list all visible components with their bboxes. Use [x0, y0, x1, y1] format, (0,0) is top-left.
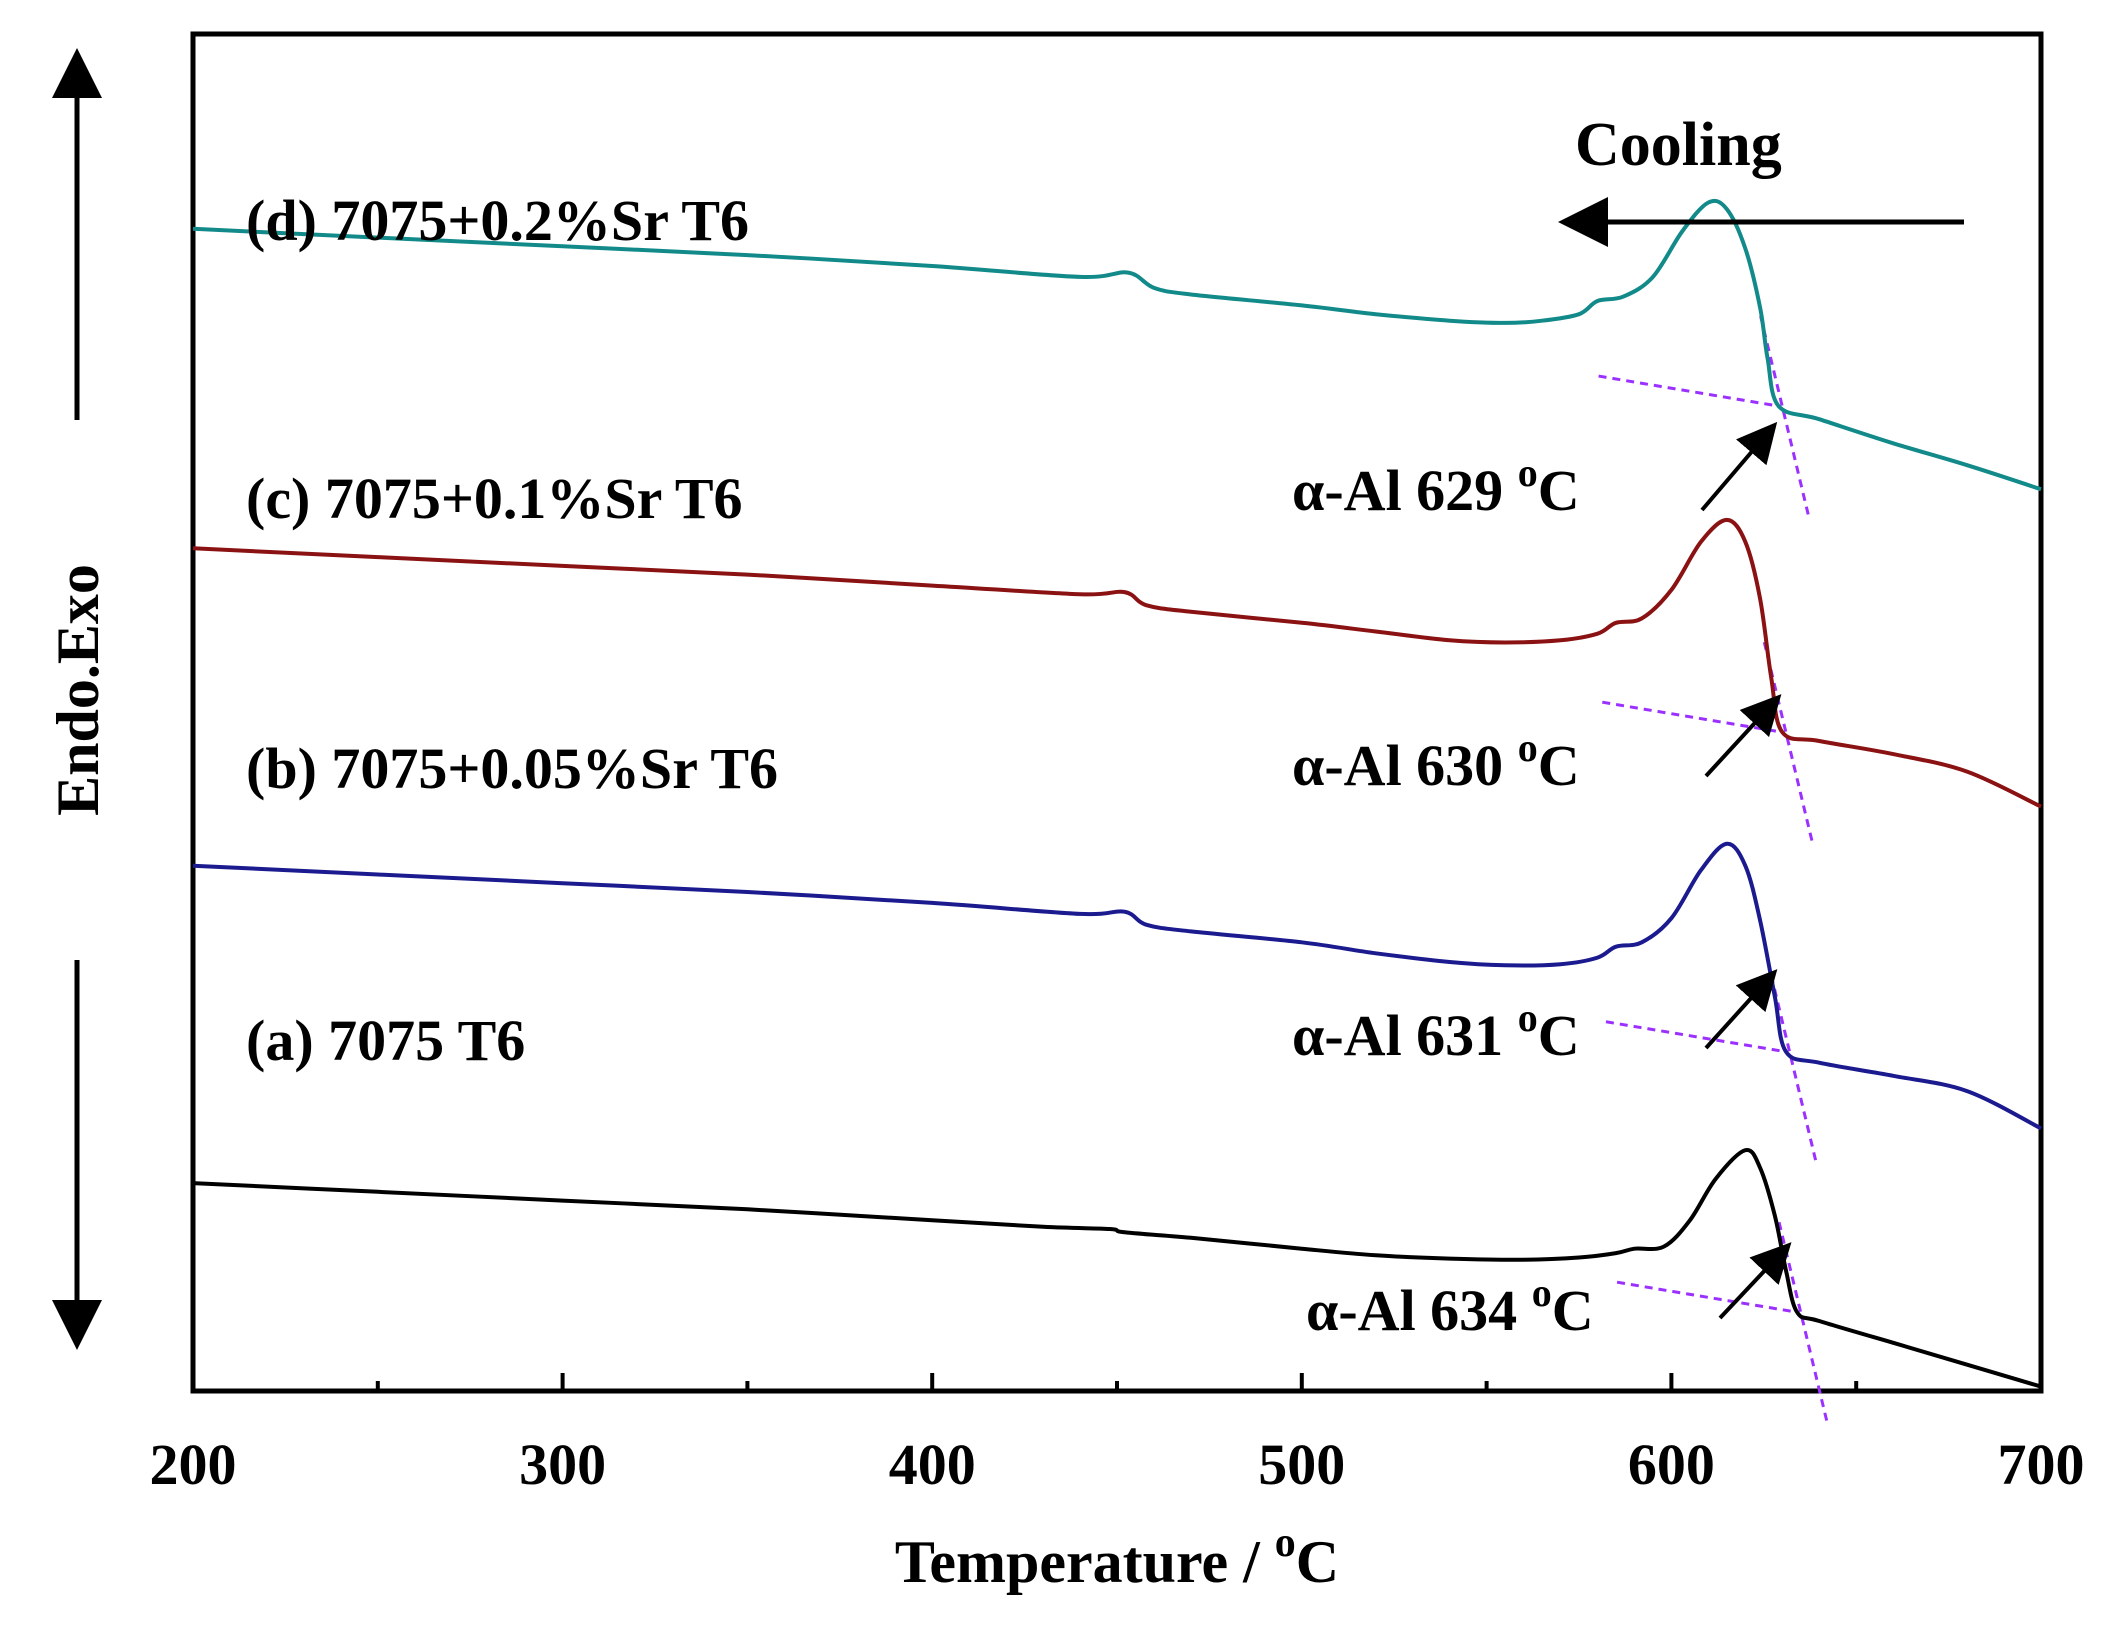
x-tick-labels: 200 300 400 500 600 700 — [150, 1432, 2085, 1497]
curve-label-d: (d) 7075+0.2%Sr T6 — [246, 188, 749, 253]
annotation-arrow-b — [1704, 969, 1778, 1050]
curve-label-b: (b) 7075+0.05%Sr T6 — [246, 736, 778, 801]
cooling-label: Cooling — [1575, 111, 1782, 179]
annotation-arrow-a — [1718, 1242, 1792, 1320]
annotation-label-c: α-Al 630 oC — [1292, 725, 1580, 798]
x-tick-label-600: 600 — [1628, 1432, 1715, 1497]
x-tick-label-700: 700 — [1998, 1432, 2085, 1497]
curve-a — [192, 1147, 2042, 1389]
annotation-arrows — [1700, 421, 1792, 1320]
curve-label-a: (a) 7075 T6 — [246, 1008, 525, 1073]
x-tick-label-400: 400 — [889, 1432, 976, 1497]
annotation-label-b: α-Al 631 oC — [1292, 995, 1580, 1068]
curve-label-c: (c) 7075+0.1%Sr T6 — [246, 466, 743, 531]
baseline-tangent-c — [1602, 700, 1783, 734]
x-axis-title: Temperature / oC — [895, 1520, 1339, 1595]
x-tick-label-300: 300 — [519, 1432, 606, 1497]
annotation-label-d: α-Al 629 oC — [1292, 450, 1580, 523]
y-axis-title: Endo.Exo — [45, 564, 111, 816]
x-axis-ticks — [375, 1373, 1859, 1391]
annotation-label-a: α-Al 634 oC — [1306, 1270, 1594, 1343]
x-tick-label-500: 500 — [1258, 1432, 1345, 1497]
curve-d — [192, 198, 2042, 492]
curve-c — [192, 517, 2042, 809]
baseline-tangent-b — [1605, 1020, 1787, 1054]
tangent-lines — [1598, 315, 1829, 1423]
annotation-arrow-d — [1700, 421, 1778, 512]
edge-tangent-d — [1759, 315, 1811, 517]
baseline-tangent-d — [1598, 374, 1779, 408]
baseline-tangent-a — [1616, 1280, 1798, 1314]
annotation-arrow-c — [1704, 694, 1782, 778]
x-tick-label-200: 200 — [150, 1432, 237, 1497]
